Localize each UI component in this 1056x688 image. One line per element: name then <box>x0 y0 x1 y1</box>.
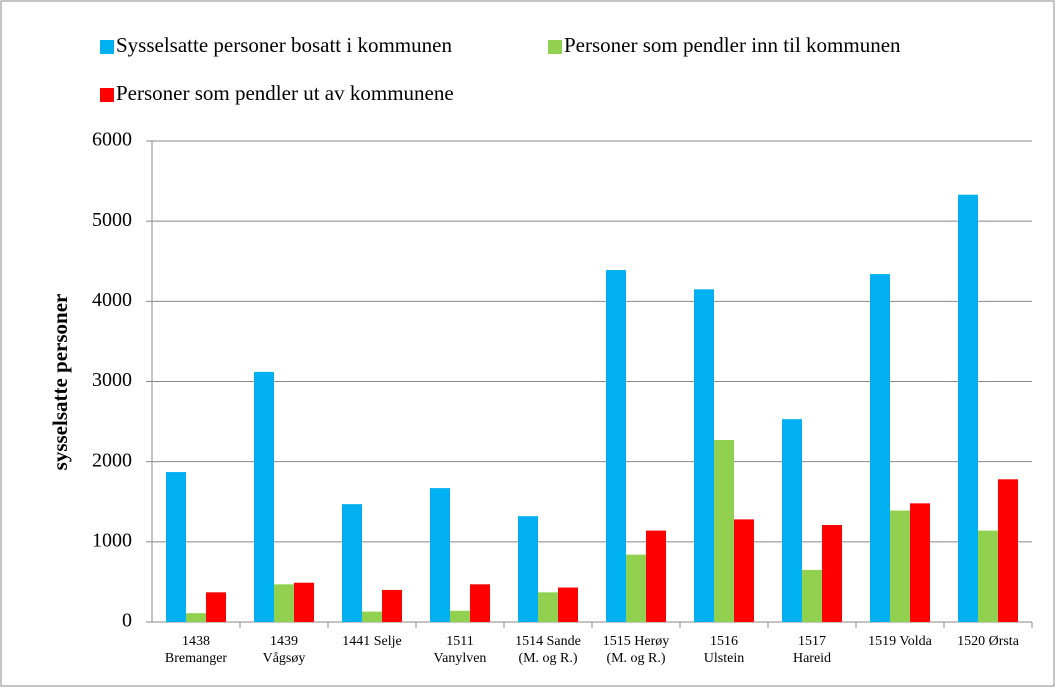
bar <box>274 584 294 622</box>
x-tick-label-line: 1516 <box>710 634 738 649</box>
bar <box>734 519 754 622</box>
x-tick-label-line: (M. og R.) <box>606 651 665 666</box>
x-tick-label-line: 1515 Herøy <box>603 634 670 649</box>
bar <box>206 592 226 622</box>
bar <box>646 530 666 622</box>
bar <box>782 419 802 622</box>
x-tick-label: 1514 Sande (M. og R.) <box>515 634 581 666</box>
bar <box>694 289 714 622</box>
bar <box>714 440 734 622</box>
y-axis-label: sysselsatte personer <box>48 294 72 471</box>
bar <box>822 524 842 622</box>
bar <box>342 504 362 622</box>
bar <box>186 613 206 622</box>
x-tick-label-line: (M. og R.) <box>518 651 577 666</box>
bar <box>166 472 186 622</box>
x-tick-label-line: Bremanger <box>165 651 228 666</box>
bar <box>382 589 402 622</box>
bar <box>254 371 274 622</box>
x-tick-label-line: 1439 <box>270 634 298 649</box>
y-tick-label: 4000 <box>92 289 132 311</box>
bar <box>978 530 998 622</box>
bar <box>606 270 626 622</box>
bar <box>362 611 382 622</box>
legend-swatch <box>100 40 114 54</box>
bar <box>558 587 578 622</box>
legend-label: Personer som pendler ut av kommunene <box>116 81 454 105</box>
bar <box>450 610 470 622</box>
x-tick-label-line: Ulstein <box>704 651 744 666</box>
x-tick-label: 1438 Bremanger <box>165 634 228 666</box>
y-tick-label: 1000 <box>92 529 132 551</box>
bar <box>890 510 910 622</box>
x-tick-label-line: 1517 <box>798 634 826 649</box>
bar <box>998 479 1018 622</box>
bar <box>538 592 558 622</box>
x-tick-label-line: 1441 Selje <box>342 634 402 649</box>
x-tick-label-line: Vågsøy <box>263 651 306 666</box>
y-tick-label: 6000 <box>92 129 132 151</box>
bar <box>294 582 314 622</box>
y-tick-label: 2000 <box>92 449 132 471</box>
bar <box>958 194 978 622</box>
x-tick-label-line: Hareid <box>793 651 831 666</box>
x-tick-label: 1520 Ørsta <box>957 634 1020 649</box>
x-tick-label: 1441 Selje <box>342 634 402 649</box>
bar <box>626 554 646 622</box>
y-tick-label: 3000 <box>92 369 132 391</box>
y-tick-label: 5000 <box>92 209 132 231</box>
x-tick-label-line: 1511 <box>446 634 473 649</box>
x-tick-label-line: 1438 <box>182 634 210 649</box>
x-tick-label: 1519 Volda <box>868 634 932 649</box>
x-tick-label: 1515 Herøy (M. og R.) <box>603 634 670 666</box>
x-tick-label: 1517 Hareid <box>793 634 831 666</box>
x-tick-label: 1511 Vanylven <box>434 634 487 666</box>
bar <box>910 503 930 622</box>
x-tick-label: 1439 Vågsøy <box>263 634 306 666</box>
bar <box>430 488 450 622</box>
x-tick-label-line: 1514 Sande <box>515 634 581 649</box>
bar <box>470 584 490 622</box>
legend-label: Personer som pendler inn til kommunen <box>564 33 901 57</box>
legend-swatch <box>548 40 562 54</box>
x-tick-label-line: 1520 Ørsta <box>957 634 1020 649</box>
x-tick-label-line: Vanylven <box>434 651 487 666</box>
bar <box>518 516 538 622</box>
legend-swatch <box>100 88 114 102</box>
bar <box>802 569 822 622</box>
legend-label: Sysselsatte personer bosatt i kommunen <box>116 33 452 57</box>
y-tick-label: 0 <box>122 610 132 632</box>
bar <box>870 274 890 622</box>
x-tick-label: 1516 Ulstein <box>704 634 744 666</box>
x-tick-label-line: 1519 Volda <box>868 634 932 649</box>
